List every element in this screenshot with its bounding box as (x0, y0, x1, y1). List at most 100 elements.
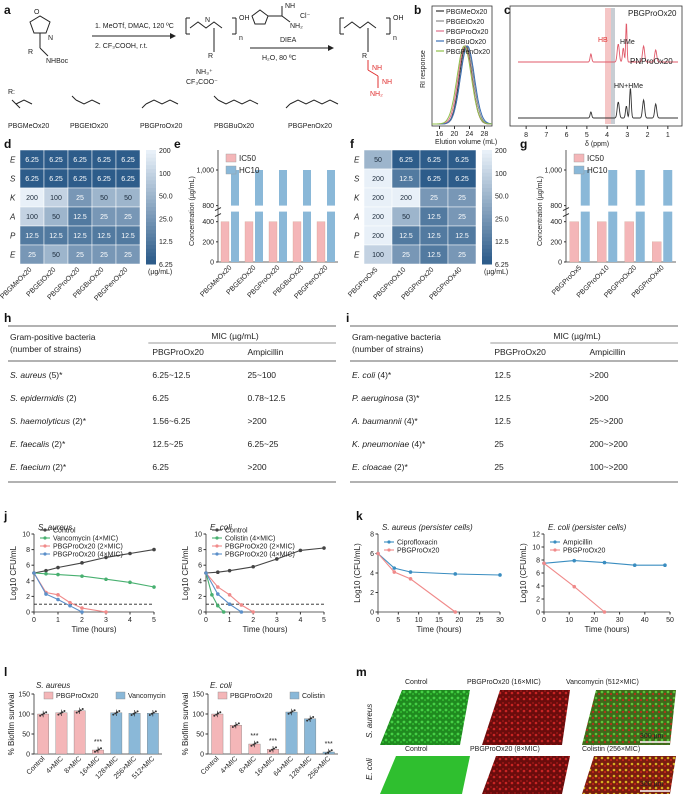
bar-g-legend-label-0: IC50 (587, 154, 604, 163)
table-i-row-val1-2: 12.5 (494, 416, 511, 426)
heat-d-cell-label-3-1: 50 (52, 214, 60, 221)
heat-d-cell-label-2-4: 50 (124, 195, 132, 202)
bar-l2-bar-5-dot-0 (306, 719, 309, 722)
heat-d-cell-label-3-3: 25 (100, 214, 108, 221)
gpc-curve-0 (432, 45, 492, 125)
m-row1-title-1: PBGProOx20 (16×MIC) (467, 679, 541, 686)
bar-l1-bar-4-dot-3 (118, 710, 121, 712)
svg-text:N: N (48, 35, 53, 42)
nmr-plot-frame (509, 5, 683, 127)
line-j1-series-2-point-2 (56, 593, 60, 597)
heat-f-cell-label-2-0: 200 (372, 195, 384, 202)
heat-d-cell-label-4-1: 12.5 (49, 233, 63, 240)
bar-l2-bar-2-dot-1 (252, 743, 255, 746)
heat-f-scale-band-3 (482, 161, 492, 166)
line-chart-j2: 0 1 2 3 4 5 0 2 4 6 8 10 Time (hours) Log10 CFU/mL E. … (181, 523, 326, 634)
heat-f-cell-label-1-3: 6.25 (455, 176, 469, 183)
bar-l2-bar-4-dot-3 (293, 709, 296, 712)
heat-f-cell-label-2-1: 200 (400, 195, 412, 202)
heat-d-cell-label-2-3: 50 (100, 195, 108, 202)
r-group-name-1: PBGEtOx20 (70, 123, 108, 130)
line-k1-series-0-point-3 (453, 572, 458, 576)
heat-d-cell-label-5-4: 25 (124, 252, 132, 259)
bar-l1-bar-0 (37, 713, 49, 755)
gpc-legend-label-1: PBGEtOx20 (446, 19, 484, 26)
panel-label-e: e (174, 137, 181, 151)
bar-l2-sig-6: *** (325, 741, 333, 748)
line-k1-xtick-label-5: 25 (476, 617, 484, 624)
heat-d-cell-label-0-2: 6.25 (73, 157, 87, 164)
heat-f-cell-label-0-0: 50 (374, 157, 382, 164)
line-chart-k1: 0 5 10 15 20 25 30 0 2 4 6 8 Time (hours) Log10 (CFU/… (353, 523, 504, 634)
table-i-row-val2-2: 25~>200 (589, 416, 623, 426)
heat-f-scale-band-17 (482, 214, 492, 219)
line-j1-legend-label-0: Control (53, 528, 76, 535)
bar-l2-ytick-label-2: 100 (192, 712, 204, 719)
line-k2-legend-label-1: PBGProOx20 (563, 548, 606, 555)
heat-d-scale-label-5: 6.25 (159, 262, 173, 269)
heat-f-cell-label-2-3: 25 (458, 195, 466, 202)
nmr-tick-label-6: 2 (646, 132, 650, 139)
heat-f-scale-band-13 (482, 199, 492, 204)
n-label-2: n (393, 35, 397, 42)
nmr-highlight-hme (611, 8, 615, 124)
heat-d-cell-label-5-2: 25 (76, 252, 84, 259)
heat-f-cell-label-4-1: 12.5 (399, 233, 413, 240)
bar-l1-legend-label-1: Vancomycin (128, 693, 166, 700)
heat-d-row-label-4: P (10, 232, 16, 241)
line-k1-series-1-point-3 (453, 610, 458, 614)
bar-l1-bar-5-dot-3 (136, 710, 139, 713)
step1-label: 1. MeOTf, DMAC, 120 ºC (95, 23, 174, 30)
line-j1-series-3-point-1 (44, 592, 48, 596)
line-k2-ylabel: Log10 (CFU/mL) (519, 543, 528, 603)
line-k1-ytick-label-1: 2 (370, 590, 374, 597)
line-j1-title: S. aureus (38, 523, 72, 532)
cond2-label: H₂O, 80 ºC (262, 55, 296, 62)
bar-l1-bar-2-dot-0 (75, 711, 78, 714)
gpc-curve-3 (432, 45, 493, 125)
heat-d-scale-band-3 (146, 161, 156, 166)
bar-l1-bar-1-dot-0 (57, 713, 60, 716)
heat-f-cell-label-3-3: 25 (458, 214, 466, 221)
nmr-tick-label-3: 5 (585, 132, 589, 139)
heat-f-scale-band-24 (482, 241, 492, 246)
heat-d-cell-label-2-1: 100 (50, 195, 62, 202)
gpc-tick-label-0: 16 (436, 131, 444, 138)
table-i-row-val2-4: 100~>200 (589, 462, 628, 472)
m-row2-title-0: Control (405, 746, 428, 753)
table-i-row-name-1: P. aeruginosa (3)* (352, 393, 420, 403)
line-k2-series-1-point-1 (572, 584, 577, 589)
line-j1-xtick-label-1: 1 (56, 617, 60, 624)
line-j1-series-1-point-6 (152, 585, 156, 589)
heat-d-cell-label-1-2: 6.25 (73, 176, 87, 183)
line-j2-ytick-label-3: 6 (198, 563, 202, 570)
line-j2-ytick-label-2: 4 (198, 578, 202, 585)
bar-e-legend-label-0: IC50 (239, 154, 256, 163)
heat-d-row-label-5: E (10, 251, 16, 260)
bar-l2-sig-2: *** (250, 733, 258, 740)
bar-g-axis-break-1 (562, 207, 570, 212)
line-j2-series-0-point-2 (227, 568, 232, 573)
bar-l2-bar-3-dot-2 (273, 747, 275, 750)
bar-l1-bar-3-dot-3 (100, 747, 102, 750)
heat-f-cell-label-1-0: 200 (372, 176, 384, 183)
m-image-ecoli-control (380, 756, 470, 794)
heat-d-scale-band-8 (146, 180, 156, 185)
table-h-mic-head: MIC (µg/mL) (211, 331, 259, 341)
line-k2-series-0-point-3 (632, 563, 637, 567)
heat-f-cell-label-3-2: 12.5 (427, 214, 441, 221)
table-i-row-val2-0: >200 (589, 370, 608, 380)
line-j1-xtick-label-4: 4 (128, 617, 132, 624)
line-j1-series-line-3 (33, 572, 83, 613)
line-j2-series-3-point-2 (227, 602, 232, 606)
table-h-col2-head: Ampicillin (247, 347, 283, 357)
heat-d-scale-band-2 (146, 157, 156, 162)
svg-text:NH₂: NH₂ (370, 91, 383, 98)
nmr-label-hme: HMe (620, 39, 635, 46)
heat-d-cell-label-3-2: 12.5 (73, 214, 87, 221)
heat-f-scale-band-16 (482, 210, 492, 216)
reagent2-label: DIEA (280, 37, 297, 44)
bar-e-ytick-label-1: 200 (202, 239, 214, 246)
heat-d-scale-band-19 (146, 222, 156, 227)
